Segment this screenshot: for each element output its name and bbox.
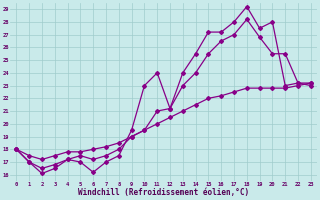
X-axis label: Windchill (Refroidissement éolien,°C): Windchill (Refroidissement éolien,°C)	[78, 188, 249, 197]
